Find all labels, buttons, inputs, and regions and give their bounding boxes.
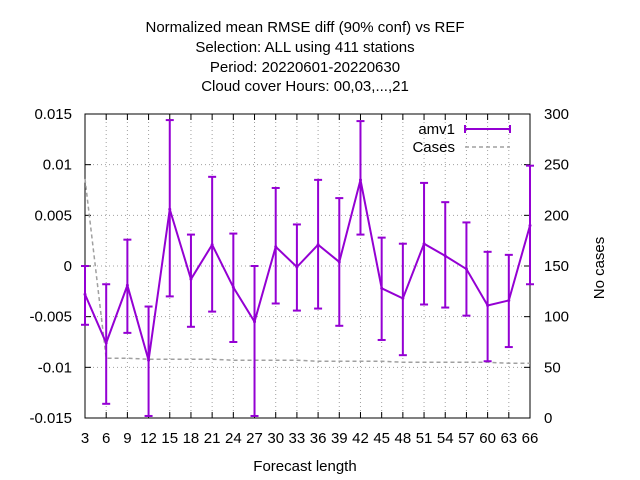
x-tick-label: 57 bbox=[458, 430, 475, 447]
y-tick-label: -0.005 bbox=[29, 309, 72, 326]
cases-series bbox=[84, 178, 530, 365]
y2-tick-label: 300 bbox=[544, 106, 569, 123]
x-tick-label: 45 bbox=[373, 430, 390, 447]
x-tick-label: 42 bbox=[352, 430, 369, 447]
amv1-point bbox=[316, 243, 320, 247]
legend: amv1 Cases bbox=[412, 121, 511, 156]
axes: 3 6 9 12 15 18 21 24 27 30 33 36 39 42 45 48 51 54 57 60 63 6… bbox=[29, 106, 569, 447]
x-tick-label: 3 bbox=[81, 430, 89, 447]
amv1-point bbox=[464, 267, 468, 271]
x-tick-label: 15 bbox=[161, 430, 178, 447]
y2-axis-label: No cases bbox=[591, 237, 608, 300]
amv1-point bbox=[422, 242, 426, 246]
y2-tick-label: 0 bbox=[544, 410, 552, 427]
y2-tick-label: 100 bbox=[544, 309, 569, 326]
y-tick-label: 0 bbox=[64, 258, 72, 275]
y2-tick-label: 250 bbox=[544, 157, 569, 174]
amv1-point bbox=[443, 254, 447, 258]
x-tick-label: 39 bbox=[331, 430, 348, 447]
x-axis-label: Forecast length bbox=[253, 458, 356, 475]
x-tick-label: 51 bbox=[416, 430, 433, 447]
title-line-4: Cloud cover Hours: 00,03,...,21 bbox=[201, 78, 409, 95]
x-tick-label: 12 bbox=[140, 430, 157, 447]
cases-line bbox=[84, 178, 530, 365]
x-tick-label: 63 bbox=[500, 430, 517, 447]
x-tick-label: 9 bbox=[123, 430, 131, 447]
amv1-point bbox=[380, 286, 384, 290]
amv1-point bbox=[210, 243, 214, 247]
amv1-point bbox=[83, 292, 87, 296]
amv1-point bbox=[274, 245, 278, 249]
y-tick-label: 0.005 bbox=[34, 207, 72, 224]
amv1-point bbox=[168, 207, 172, 211]
x-tick-label: 18 bbox=[183, 430, 200, 447]
amv1-point bbox=[253, 320, 257, 324]
amv1-point bbox=[104, 341, 108, 345]
amv1-point bbox=[125, 283, 129, 287]
y2-tick-label: 200 bbox=[544, 207, 569, 224]
amv1-point bbox=[507, 298, 511, 302]
x-tick-label: 36 bbox=[310, 430, 327, 447]
x-tick-label: 54 bbox=[437, 430, 454, 447]
x-tick-label: 27 bbox=[246, 430, 263, 447]
title-line-1: Normalized mean RMSE diff (90% conf) vs … bbox=[146, 19, 465, 36]
title-line-3: Period: 20220601-20220630 bbox=[210, 59, 400, 76]
title-line-2: Selection: ALL using 411 stations bbox=[195, 39, 414, 56]
x-tick-label: 21 bbox=[204, 430, 221, 447]
x-tick-label: 24 bbox=[225, 430, 242, 447]
amv1-series bbox=[81, 119, 534, 417]
amv1-point bbox=[337, 260, 341, 264]
amv1-point bbox=[231, 285, 235, 289]
chart-title: Normalized mean RMSE diff (90% conf) vs … bbox=[146, 19, 465, 95]
x-tick-label: 48 bbox=[395, 430, 412, 447]
y2-tick-label: 50 bbox=[544, 359, 561, 376]
legend-label-amv1: amv1 bbox=[418, 121, 455, 138]
x-tick-label: 33 bbox=[289, 430, 306, 447]
y-tick-label: -0.01 bbox=[38, 359, 72, 376]
amv1-point bbox=[147, 358, 151, 362]
x-tick-label: 60 bbox=[479, 430, 496, 447]
x-tick-label: 6 bbox=[102, 430, 110, 447]
amv1-line bbox=[84, 179, 531, 361]
x-tick-label: 66 bbox=[522, 430, 539, 447]
legend-label-cases: Cases bbox=[412, 139, 455, 156]
y2-tick-label: 150 bbox=[544, 258, 569, 275]
y-tick-label: 0.015 bbox=[34, 106, 72, 123]
x-tick-label: 30 bbox=[267, 430, 284, 447]
y-tick-label: 0.01 bbox=[43, 157, 72, 174]
amv1-point bbox=[358, 178, 362, 182]
amv1-point bbox=[401, 296, 405, 300]
amv1-point bbox=[528, 223, 532, 227]
y-tick-label: -0.015 bbox=[29, 410, 72, 427]
amv1-point bbox=[189, 277, 193, 281]
amv1-point bbox=[486, 304, 490, 308]
amv1-point bbox=[295, 265, 299, 269]
